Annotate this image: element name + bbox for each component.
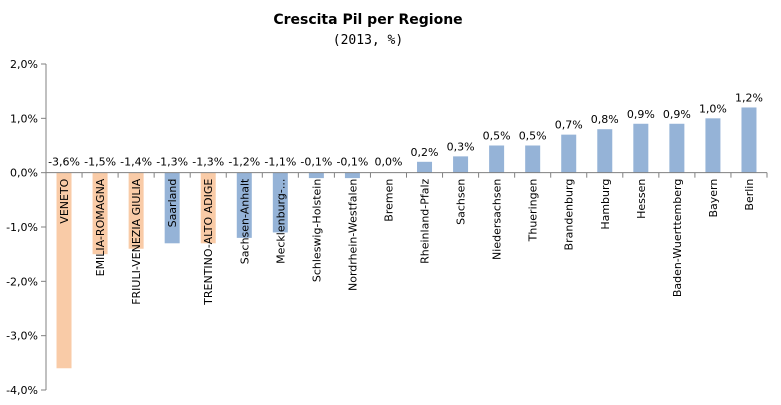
- bar: [200, 172, 216, 244]
- bar: [272, 172, 288, 233]
- data-label: -1,4%: [120, 156, 152, 169]
- data-label: -0,1%: [300, 156, 332, 169]
- data-labels: -3,6% -1,5% -1,4% -1,3% -1,3% -1,2% -1,1% -0,1%…: [48, 91, 763, 168]
- x-axis: [45, 172, 768, 178]
- category-label: Schleswig-Holstein: [310, 179, 323, 282]
- bar: [56, 172, 72, 369]
- category-label: Niedersachsen: [491, 179, 504, 260]
- data-label: 0,7%: [555, 119, 583, 132]
- bar: [669, 123, 685, 173]
- data-label: -1,2%: [228, 156, 260, 169]
- category-label: Sachsen: [455, 179, 468, 225]
- chart-subtitle: (2013, %): [333, 33, 403, 48]
- chart-title: Crescita Pil per Regione: [273, 12, 462, 28]
- category-label: Brandenburg: [563, 179, 576, 251]
- data-label: 0,8%: [591, 113, 619, 126]
- y-tick-label: 1,0%: [10, 112, 38, 125]
- category-label: Hamburg: [599, 179, 612, 230]
- bar: [597, 129, 613, 173]
- data-label: -3,6%: [48, 156, 80, 169]
- category-label: TRENTINO-ALTO ADIGE: [202, 179, 215, 306]
- bar: [128, 172, 144, 249]
- bar: [633, 123, 649, 173]
- y-tick-label: -4,0%: [6, 384, 38, 397]
- data-label: 0,5%: [483, 130, 511, 143]
- bar: [344, 172, 360, 179]
- category-label: Mecklenburg-...: [274, 179, 287, 264]
- data-label: 0,5%: [519, 130, 547, 143]
- y-tick-label: -2,0%: [6, 275, 38, 288]
- bar: [705, 118, 721, 173]
- data-label: -1,3%: [192, 156, 224, 169]
- data-label: -1,1%: [264, 156, 296, 169]
- data-label: 1,2%: [735, 91, 763, 104]
- y-tick-label: 0,0%: [10, 167, 38, 180]
- data-label: 0,3%: [447, 140, 475, 153]
- category-label: Thueringen: [527, 179, 540, 243]
- data-label: 0,9%: [663, 108, 691, 121]
- bar: [741, 107, 757, 173]
- category-labels: VENETO EMILIA-ROMAGNA FRIULI-VENEZIA GIULI…: [58, 178, 756, 306]
- category-label: Hessen: [635, 179, 648, 219]
- bar: [92, 172, 108, 255]
- y-tick-label: 2,0%: [10, 58, 38, 71]
- category-label: Berlin: [743, 179, 756, 211]
- y-tick-label: -3,0%: [6, 330, 38, 343]
- category-label: VENETO: [58, 178, 71, 223]
- category-label: Baden-Wuerttemberg: [671, 179, 684, 297]
- category-label: Rheinland-Pfalz: [419, 178, 432, 263]
- data-label: -1,3%: [156, 156, 188, 169]
- bar: [561, 134, 577, 173]
- bars: [56, 107, 757, 369]
- bar: [236, 172, 252, 238]
- category-label: Nordrhein-Westfalen: [346, 179, 359, 291]
- data-label: 0,0%: [374, 156, 402, 169]
- y-tick-label: -1,0%: [6, 221, 38, 234]
- bar: [453, 156, 469, 173]
- category-label: Saarland: [166, 179, 179, 228]
- category-label: Bremen: [382, 179, 395, 222]
- bar: [489, 145, 505, 173]
- bar: [525, 145, 541, 173]
- data-label: -1,5%: [84, 156, 116, 169]
- category-label: FRIULI-VENEZIA GIULIA: [130, 178, 143, 305]
- data-label: 0,2%: [411, 146, 439, 159]
- y-axis: 2,0% 1,0% 0,0% -1,0% -2,0% -3,0% -4,0%: [6, 58, 47, 397]
- data-label: 1,0%: [699, 102, 727, 115]
- data-label: 0,9%: [627, 108, 655, 121]
- bar: [417, 161, 433, 173]
- bar: [308, 172, 324, 179]
- data-label: -0,1%: [336, 156, 368, 169]
- bar: [164, 172, 180, 244]
- category-label: EMILIA-ROMAGNA: [94, 178, 107, 276]
- category-label: Sachsen-Anhalt: [238, 178, 251, 264]
- category-label: Bayern: [707, 179, 720, 218]
